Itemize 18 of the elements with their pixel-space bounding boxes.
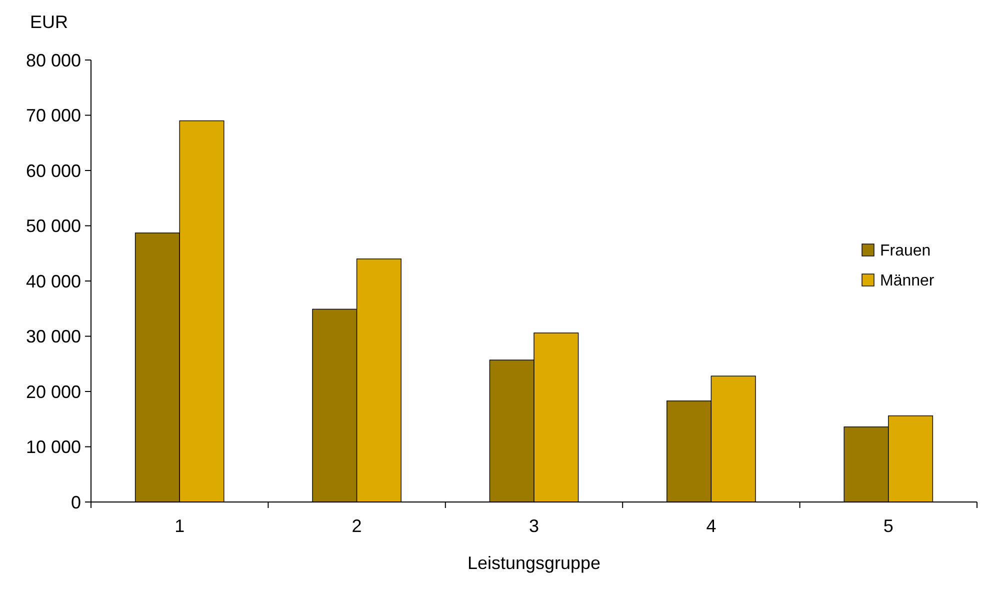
legend-label: Frauen [880, 242, 931, 260]
y-tick-label: 30 000 [26, 326, 81, 347]
y-tick-label: 40 000 [26, 271, 81, 292]
y-tick-label: 10 000 [26, 437, 81, 458]
y-tick-label: 70 000 [26, 106, 81, 126]
y-tick-label: 60 000 [26, 160, 81, 181]
x-axis-title: Leistungsgruppe [467, 553, 601, 573]
x-tick-label: 4 [706, 516, 716, 536]
x-tick-label: 3 [528, 516, 540, 536]
x-tick-label: 2 [352, 516, 362, 536]
y-axis-title: EUR [30, 12, 68, 32]
x-tick-label: 1 [174, 516, 185, 536]
y-tick-label: 0 [70, 492, 81, 512]
y-tick-label: 80 000 [26, 50, 81, 70]
y-tick-label: 20 000 [26, 382, 81, 402]
x-tick-label: 5 [883, 516, 894, 536]
legend-label: Männer [880, 272, 935, 290]
y-tick-label: 50 000 [26, 216, 81, 236]
